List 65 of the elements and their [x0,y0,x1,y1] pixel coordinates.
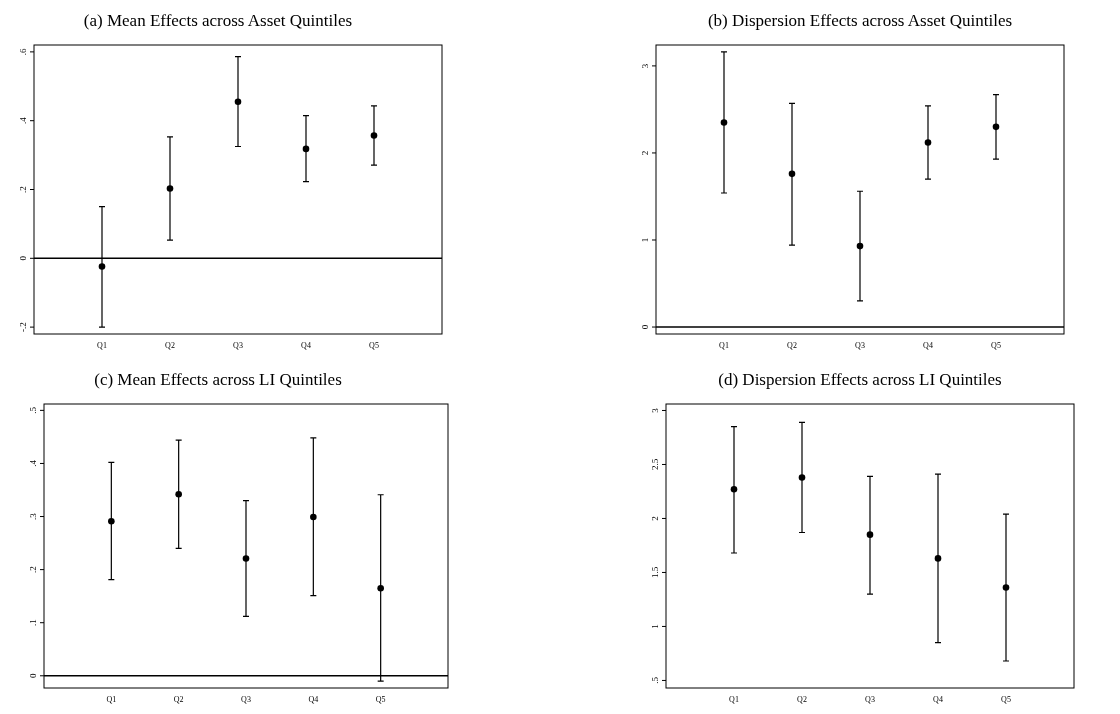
y-tick-label: .4 [28,459,38,467]
x-tick-label: Q2 [797,695,807,704]
y-tick-label: 2 [650,516,660,521]
y-tick-label: 1 [640,237,650,243]
x-tick-label: Q1 [729,695,739,704]
point [310,513,317,521]
y-tick-label: .6 [18,48,28,56]
chart-title: (d) Dispersion Effects across LI Quintiles [718,370,1002,389]
x-tick-label: Q5 [1001,695,1011,704]
x-tick-label: Q4 [933,695,943,704]
point [924,139,932,146]
x-tick-label: Q5 [991,341,1001,350]
y-tick-label: .3 [28,512,38,520]
y-tick-label: 3 [640,63,650,69]
y-tick-label: .1 [28,619,38,627]
x-tick-label: Q1 [719,341,729,350]
y-tick-label: 2.5 [650,458,660,471]
point [720,119,728,126]
chart-title: (c) Mean Effects across LI Quintiles [94,370,342,389]
chart-title: (a) Mean Effects across Asset Quintiles [83,11,353,30]
y-tick-label: .2 [18,186,28,193]
y-tick-label: 3 [650,407,660,413]
x-tick-label: Q5 [375,695,386,704]
point [866,531,874,538]
y-tick-label: 0 [18,255,28,261]
point [788,170,796,178]
chart-title: (b) Dispersion Effects across Asset Quintiles [707,11,1013,30]
point [856,242,864,250]
y-tick-label: 2 [640,150,650,156]
y-tick-label: .2 [28,566,38,573]
x-tick-label: Q3 [865,695,875,704]
x-tick-label: Q2 [787,341,797,350]
y-tick-label: -.2 [18,322,28,332]
x-tick-label: Q5 [369,341,379,350]
x-tick-label: Q4 [923,341,933,350]
y-tick-label: .5 [650,676,660,684]
point [1002,584,1010,591]
point [370,132,378,139]
point [730,486,738,493]
point [166,185,174,192]
point [242,555,250,562]
x-tick-label: Q4 [301,341,311,350]
x-tick-label: Q4 [308,695,319,704]
x-tick-label: Q1 [106,695,117,704]
x-tick-label: Q3 [855,341,865,350]
x-tick-label: Q3 [233,341,243,350]
y-tick-label: .4 [18,116,28,125]
point [302,145,310,153]
point [377,584,384,592]
point [934,555,942,562]
x-tick-label: Q2 [165,341,175,350]
y-tick-label: 1 [650,624,660,629]
point [98,263,106,270]
y-tick-label: .5 [28,406,38,414]
y-tick-label: 0 [640,324,650,330]
y-tick-label: 1.5 [650,566,660,579]
point [992,123,1000,131]
point [798,474,806,481]
point [108,518,115,525]
point [175,490,182,498]
point [234,98,242,106]
x-tick-label: Q2 [173,695,184,704]
y-tick-label: 0 [28,673,38,679]
x-tick-label: Q1 [97,341,107,350]
x-tick-label: Q3 [241,695,251,704]
